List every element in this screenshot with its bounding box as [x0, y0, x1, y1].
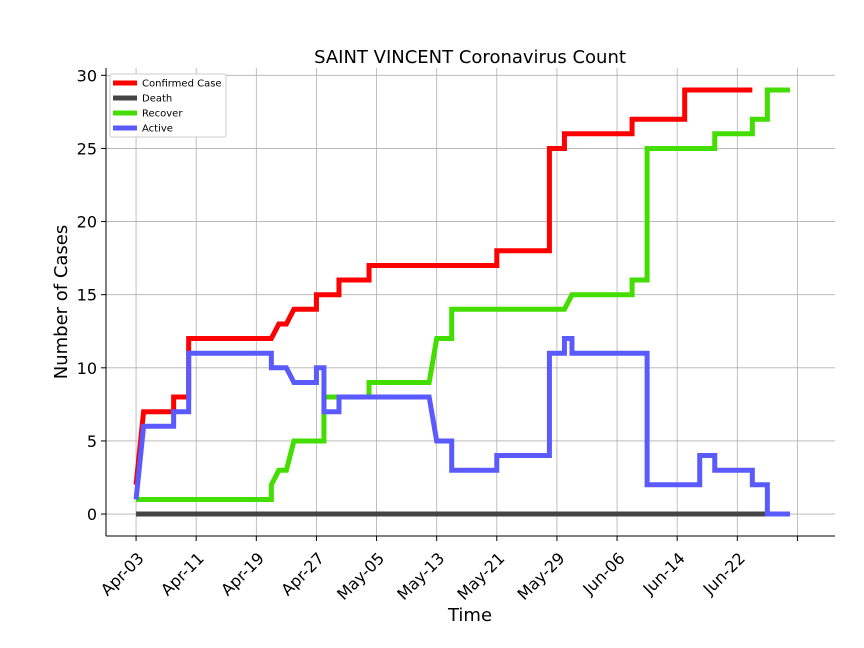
y-tick-label: 5	[87, 432, 97, 451]
x-tick-label: Apr-03	[97, 549, 148, 600]
x-tick-label: May-29	[513, 549, 568, 604]
legend-label: Death	[142, 94, 172, 105]
legend-label: Confirmed Case	[142, 79, 222, 90]
legend-box	[109, 73, 227, 138]
chart-title: SAINT VINCENT Coronavirus Count	[314, 47, 626, 68]
legend-label: Active	[142, 124, 173, 135]
x-tick-label: Jun-06	[578, 549, 628, 599]
legend: Confirmed Case Death Recover Active	[109, 73, 227, 138]
y-tick-label: 15	[77, 286, 97, 305]
x-tick-label: Apr-11	[157, 549, 208, 600]
y-tick-label: 0	[87, 505, 97, 524]
x-axis-title: Time	[447, 605, 492, 626]
x-ticks: Apr-03 Apr-11 Apr-19 Apr-27 May-05 May-13 May-…	[97, 536, 798, 604]
series-line-active	[133, 336, 790, 517]
series-lines	[133, 87, 790, 517]
grid	[106, 68, 835, 536]
legend-label: Recover	[142, 109, 183, 120]
y-tick-label: 10	[77, 359, 97, 378]
x-tick-label: Apr-27	[277, 549, 328, 600]
x-tick-label: Jun-22	[699, 549, 749, 599]
y-tick-label: 20	[77, 213, 97, 232]
x-tick-label: May-13	[393, 549, 448, 604]
x-tick-label: Apr-19	[217, 549, 268, 600]
x-tick-label: Jun-14	[639, 549, 689, 599]
series-line-recover	[136, 87, 790, 502]
x-tick-label: May-05	[333, 549, 388, 604]
axes	[105, 68, 835, 537]
y-tick-label: 25	[77, 139, 97, 158]
y-tick-label: 30	[77, 66, 97, 85]
y-ticks: 0 5 10 15 20 25 30	[77, 66, 106, 524]
y-axis-title: Number of Cases	[51, 225, 72, 380]
x-tick-label: May-21	[453, 549, 508, 604]
